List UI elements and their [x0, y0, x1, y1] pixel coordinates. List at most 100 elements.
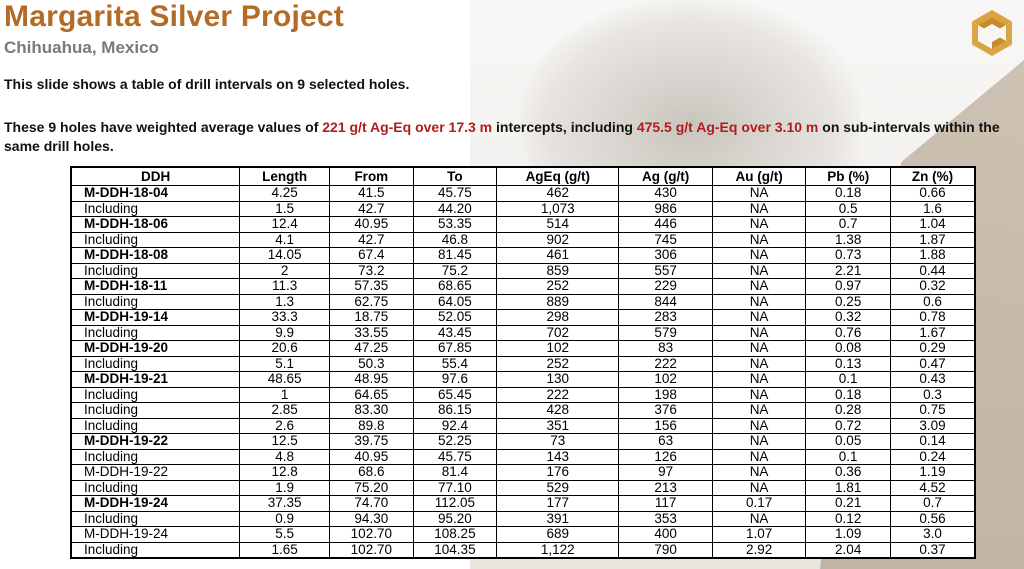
cell-au: NA	[711, 340, 807, 357]
cell-au: 0.17	[711, 495, 807, 512]
cell-zn: 0.14	[890, 433, 976, 450]
cell-ageq: 252	[496, 278, 620, 295]
cell-from: 68.6	[329, 464, 414, 481]
table-row: Including 1.3 62.75 64.05 889 844 NA 0.25 0.6	[70, 293, 976, 310]
cell-au: NA	[711, 433, 807, 450]
cell-from: 48.95	[329, 371, 414, 388]
cell-length: 33.3	[239, 309, 331, 326]
table-row: M-DDH-19-24 5.5 102.70 108.25 689 400 1.07 1.09…	[70, 526, 976, 543]
cell-zn: 0.56	[890, 510, 976, 527]
cell-ageq: 252	[496, 355, 620, 372]
cell-length: 2	[239, 262, 331, 279]
cell-to: 104.35	[412, 541, 498, 559]
cell-to: 86.15	[412, 402, 498, 419]
cell-pb: 0.76	[805, 324, 892, 341]
cell-ageq: 514	[496, 216, 620, 233]
cell-to: 46.8	[412, 231, 498, 248]
summary-text: These 9 holes have weighted average valu…	[4, 118, 1014, 156]
cell-ddh: M-DDH-19-14	[70, 309, 241, 326]
cell-zn: 1.88	[890, 247, 976, 264]
cell-to: 55.4	[412, 355, 498, 372]
header-ageq: AgEq (g/t)	[496, 166, 620, 186]
table-row: M-DDH-18-08 14.05 67.4 81.45 461 306 NA 0.73 1.8…	[70, 247, 976, 264]
cell-ddh: Including	[70, 479, 241, 496]
cell-ag: 844	[618, 293, 713, 310]
cell-to: 45.75	[412, 185, 498, 202]
cell-au: NA	[711, 293, 807, 310]
cell-pb: 0.73	[805, 247, 892, 264]
cell-zn: 0.66	[890, 185, 976, 202]
cell-length: 1.5	[239, 200, 331, 217]
cell-from: 73.2	[329, 262, 414, 279]
slide-subtitle: Chihuahua, Mexico	[4, 38, 159, 57]
cell-zn: 0.7	[890, 495, 976, 512]
cell-from: 42.7	[329, 231, 414, 248]
header-length: Length	[239, 166, 331, 186]
cell-pb: 0.97	[805, 278, 892, 295]
cell-ageq: 130	[496, 371, 620, 388]
cell-ag: 213	[618, 479, 713, 496]
cell-pb: 0.18	[805, 185, 892, 202]
cell-to: 44.20	[412, 200, 498, 217]
cell-from: 18.75	[329, 309, 414, 326]
cell-to: 75.2	[412, 262, 498, 279]
cell-to: 52.25	[412, 433, 498, 450]
summary-highlight-subinterval: 475.5 g/t Ag-Eq over 3.10 m	[636, 119, 819, 135]
cell-from: 62.75	[329, 293, 414, 310]
cell-ddh: M-DDH-18-08	[70, 247, 241, 264]
cell-ddh: M-DDH-19-22	[70, 464, 241, 481]
cell-from: 39.75	[329, 433, 414, 450]
cell-from: 102.70	[329, 541, 414, 559]
cell-pb: 1.38	[805, 231, 892, 248]
table-row: M-DDH-19-22 12.8 68.6 81.4 176 97 NA 0.36 1.19	[70, 464, 976, 481]
cell-ddh: Including	[70, 541, 241, 559]
cell-ag: 557	[618, 262, 713, 279]
cell-from: 42.7	[329, 200, 414, 217]
cell-from: 102.70	[329, 526, 414, 543]
cell-au: NA	[711, 247, 807, 264]
cell-pb: 0.12	[805, 510, 892, 527]
drill-intervals-table: DDH Length From To AgEq (g/t) Ag (g/t) A…	[70, 166, 976, 559]
table-row: Including 0.9 94.30 95.20 391 353 NA 0.12 0.56	[70, 510, 976, 527]
cell-to: 97.6	[412, 371, 498, 388]
cell-ag: 579	[618, 324, 713, 341]
cell-zn: 0.29	[890, 340, 976, 357]
cell-zn: 1.87	[890, 231, 976, 248]
cell-pb: 2.04	[805, 541, 892, 559]
cell-length: 4.8	[239, 448, 331, 465]
cell-length: 2.85	[239, 402, 331, 419]
cell-ddh: Including	[70, 293, 241, 310]
cell-ddh: Including	[70, 386, 241, 403]
cell-ag: 117	[618, 495, 713, 512]
cell-ddh: M-DDH-18-11	[70, 278, 241, 295]
cell-zn: 0.44	[890, 262, 976, 279]
cell-ageq: 529	[496, 479, 620, 496]
cell-ag: 283	[618, 309, 713, 326]
cell-zn: 0.24	[890, 448, 976, 465]
cell-ageq: 222	[496, 386, 620, 403]
cell-from: 94.30	[329, 510, 414, 527]
cell-ageq: 689	[496, 526, 620, 543]
table-row: M-DDH-19-20 20.6 47.25 67.85 102 83 NA 0.08 0.29	[70, 340, 976, 357]
cell-length: 2.6	[239, 417, 331, 434]
cell-from: 47.25	[329, 340, 414, 357]
cell-ddh: Including	[70, 448, 241, 465]
table-row: Including 1.9 75.20 77.10 529 213 NA 1.81 4.52	[70, 479, 976, 496]
cell-ag: 986	[618, 200, 713, 217]
cell-to: 81.4	[412, 464, 498, 481]
summary-part-2: intercepts, including	[492, 119, 637, 135]
header-pb: Pb (%)	[805, 166, 892, 186]
cell-from: 40.95	[329, 448, 414, 465]
cell-ag: 83	[618, 340, 713, 357]
cell-pb: 0.25	[805, 293, 892, 310]
cell-length: 12.4	[239, 216, 331, 233]
cell-ddh: Including	[70, 324, 241, 341]
table-row: Including 1 64.65 65.45 222 198 NA 0.18 0.3	[70, 386, 976, 403]
cell-to: 43.45	[412, 324, 498, 341]
cell-zn: 1.19	[890, 464, 976, 481]
cell-to: 52.05	[412, 309, 498, 326]
table-row: Including 5.1 50.3 55.4 252 222 NA 0.13 0.47	[70, 355, 976, 372]
cell-from: 57.35	[329, 278, 414, 295]
cell-au: NA	[711, 417, 807, 434]
table-row: M-DDH-19-14 33.3 18.75 52.05 298 283 NA 0.32 0.7…	[70, 309, 976, 326]
